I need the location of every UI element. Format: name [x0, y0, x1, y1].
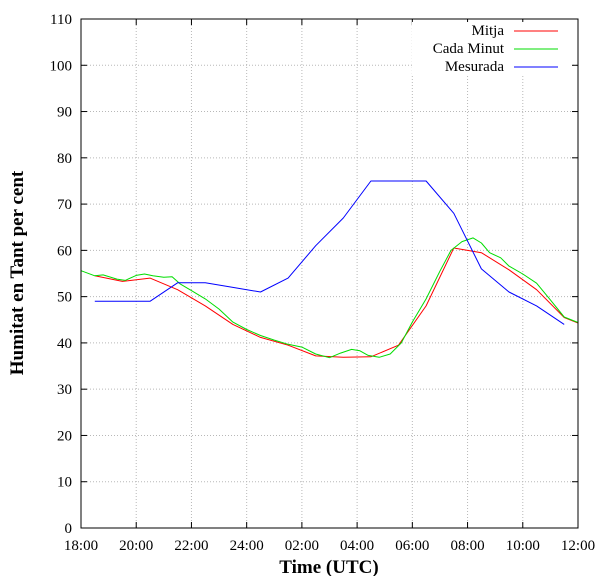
y-tick-label: 40 — [57, 336, 72, 352]
legend-label: Cada Minut — [433, 41, 505, 57]
series-lines — [80, 180, 579, 359]
y-axis-title: Humitat en Tant per cent — [7, 170, 28, 375]
x-tick-label: 24:00 — [230, 538, 264, 554]
legend: Mitja Cada Minut Mesurada — [412, 22, 572, 76]
y-tick-label: 110 — [50, 12, 72, 28]
y-tick-label: 0 — [65, 521, 73, 537]
y-tick-label: 70 — [57, 197, 72, 213]
x-tick-label: 20:00 — [119, 538, 153, 554]
legend-background — [412, 58, 572, 76]
x-tick-label: 06:00 — [395, 538, 429, 554]
axis-ticks: 0 10 20 30 40 50 60 70 80 90 100 110 18:00 20:00 22:00… — [50, 12, 596, 554]
x-tick-label: 04:00 — [340, 538, 374, 554]
plot-frame — [80, 18, 579, 529]
y-tick-label: 50 — [57, 290, 72, 306]
series-line-cada-minut — [80, 237, 579, 359]
x-tick-label: 10:00 — [506, 538, 540, 554]
x-tick-label: 12:00 — [561, 538, 595, 554]
legend-label: Mesurada — [445, 59, 504, 75]
y-tick-label: 10 — [57, 475, 72, 491]
legend-label: Mitja — [472, 23, 505, 39]
legend-background — [412, 40, 572, 58]
x-tick-label: 02:00 — [285, 538, 319, 554]
x-axis-title: Time (UTC) — [279, 557, 378, 576]
y-tick-label: 100 — [50, 58, 73, 74]
grid-lines — [81, 19, 578, 528]
y-tick-label: 80 — [57, 151, 72, 167]
y-tick-label: 20 — [57, 428, 72, 444]
x-tick-label: 18:00 — [64, 538, 98, 554]
legend-background — [412, 22, 572, 40]
series-line-mitja — [94, 247, 579, 358]
y-tick-label: 60 — [57, 243, 72, 259]
y-tick-label: 30 — [57, 382, 72, 398]
series-line-mesurada — [94, 180, 565, 325]
x-tick-label: 08:00 — [450, 538, 484, 554]
y-tick-label: 90 — [57, 105, 72, 121]
x-tick-label: 22:00 — [174, 538, 208, 554]
